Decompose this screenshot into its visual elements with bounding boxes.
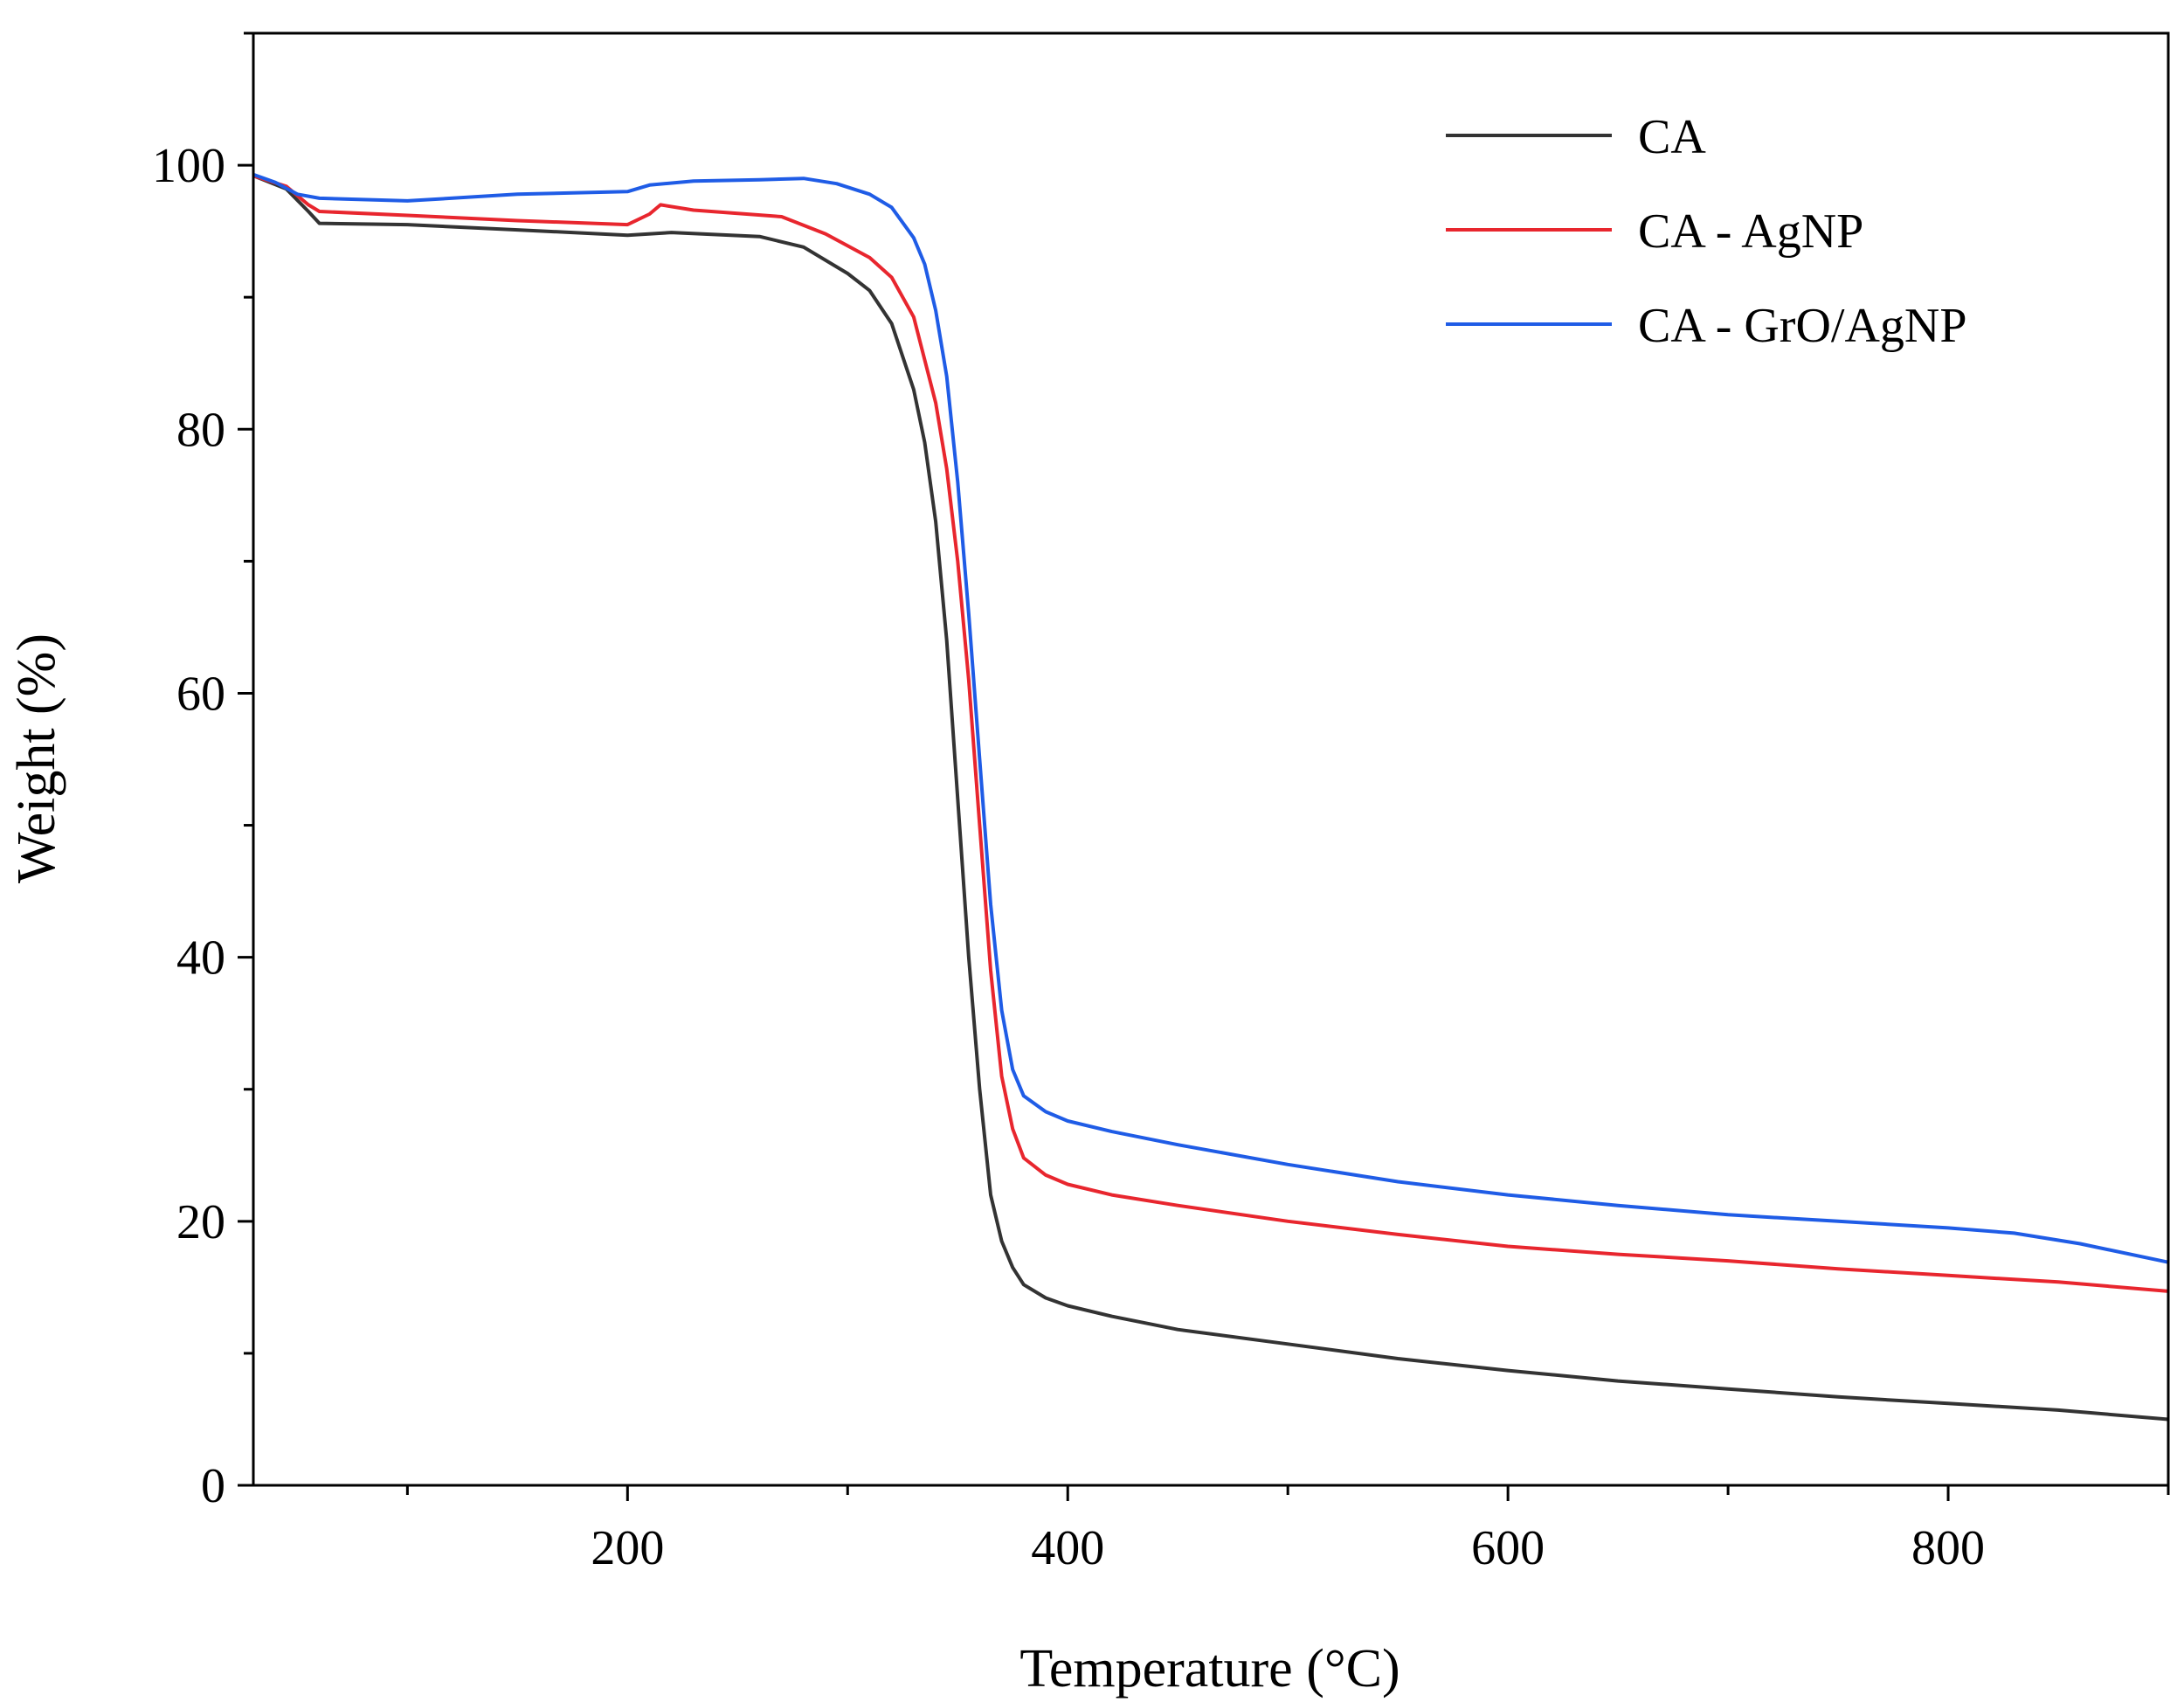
- series-line-1: [252, 174, 2169, 1293]
- series-line-2: [252, 172, 2169, 1264]
- y-tick-label: 100: [152, 139, 225, 193]
- y-tick-label: 20: [176, 1195, 225, 1249]
- axes-layer: 200 400 600 800 0 20 40 60 80 100: [152, 31, 2170, 1575]
- x-tick-label: 800: [1911, 1521, 1985, 1575]
- x-tick-label: 400: [1031, 1521, 1104, 1575]
- x-axis-title: Temperature (°C): [1019, 1639, 1400, 1699]
- series-line-0: [252, 174, 2169, 1422]
- y-axis-title: Weight (%): [7, 633, 66, 883]
- x-tick-label: 200: [591, 1521, 664, 1575]
- series-layer: [252, 172, 2169, 1422]
- y-tick-label: 40: [176, 931, 225, 986]
- plot-frame: [252, 31, 2170, 1487]
- legend-label-2: CA - GrO/AgNP: [1638, 299, 1966, 353]
- legend-label-0: CA: [1638, 110, 1706, 164]
- legend: CA CA - AgNP CA - GrO/AgNP: [1446, 110, 1966, 353]
- legend-label-1: CA - AgNP: [1638, 204, 1863, 259]
- x-tick-label: 600: [1471, 1521, 1545, 1575]
- y-tick-label: 60: [176, 667, 225, 721]
- y-tick-label: 0: [201, 1459, 225, 1513]
- y-tick-label: 80: [176, 403, 225, 457]
